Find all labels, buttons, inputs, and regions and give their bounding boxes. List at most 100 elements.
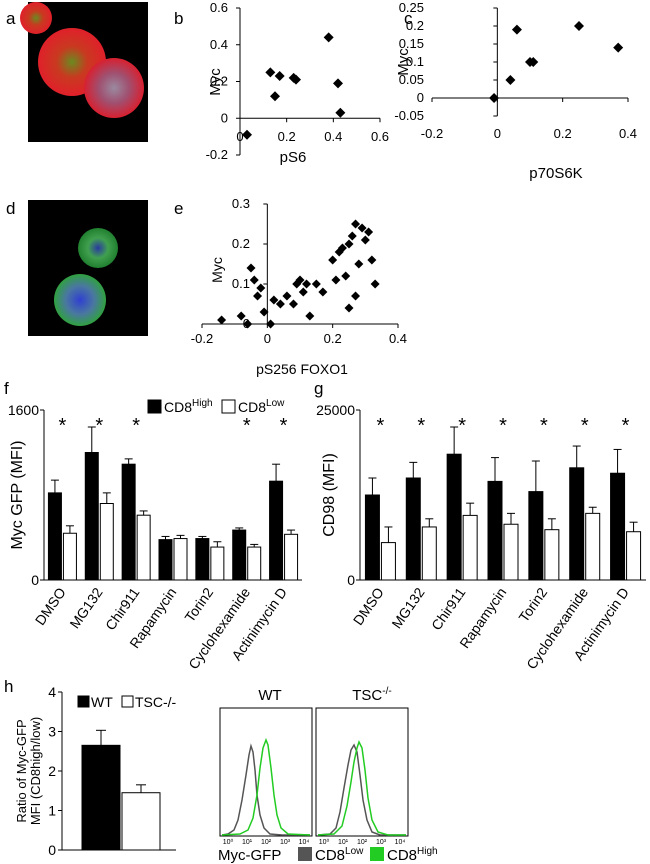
e-point [347, 231, 357, 241]
e-point [259, 307, 269, 317]
chart-g: 025000*DMSO*MG132*Chir911*Rapamycin*Tori… [316, 402, 646, 672]
panel-label-g: g [314, 379, 323, 398]
f-bar [232, 529, 247, 581]
f-category-label: MG132 [66, 584, 106, 631]
g-ytick-label: 25000 [316, 402, 355, 418]
f-bar [210, 546, 225, 581]
e-point [302, 279, 312, 289]
f-ytick-label: 1600 [8, 402, 39, 418]
g-significance: * [417, 415, 425, 437]
b-xlabel: pS6 [280, 149, 307, 166]
b-ytick-label: 0.6 [210, 0, 228, 15]
h-bar [121, 792, 161, 851]
e-point [266, 319, 276, 329]
e-ytick-label: 0.3 [232, 196, 250, 211]
f-bar [136, 514, 151, 581]
b-point [335, 107, 346, 118]
b-ytick-label: 0 [221, 110, 228, 125]
e-point [331, 275, 341, 285]
g-category-label: DMSO [350, 584, 387, 628]
c-point [511, 24, 522, 35]
h-legend-swatch [77, 695, 90, 708]
g-bar [380, 542, 396, 581]
f-significance: * [59, 415, 67, 437]
h-ytick-label: 1 [48, 803, 56, 819]
f-significance: * [95, 415, 103, 437]
hist-legend-high-swatch [370, 847, 384, 861]
e-point [236, 311, 246, 321]
b-point [265, 67, 276, 78]
c-point [489, 93, 500, 103]
e-point [354, 259, 364, 269]
f-legend-label: CD8High [164, 398, 213, 415]
f-bar [195, 538, 210, 581]
c-point [613, 42, 624, 53]
e-point [305, 311, 315, 321]
panel-label-d: d [6, 199, 15, 218]
f-bar [173, 538, 188, 581]
c-ytick-label: 0.25 [399, 0, 424, 15]
g-significance: * [581, 415, 589, 437]
g-category-label: MG132 [388, 584, 428, 631]
b-point [323, 32, 334, 43]
e-point [344, 239, 354, 249]
g-bar [544, 529, 560, 581]
hist-xtick: 10⁴ [395, 839, 406, 846]
e-xtick-label: -0.2 [191, 331, 213, 346]
f-bar [247, 546, 262, 581]
e-ylabel: Myc [209, 257, 225, 283]
g-bar [405, 477, 421, 581]
g-bar [421, 526, 437, 581]
e-point [351, 291, 361, 301]
e-point [318, 287, 328, 297]
f-bar [84, 452, 99, 581]
f-ylabel: Myc GFP (MFI) [9, 440, 26, 549]
h-legend-label: TSC-/- [135, 694, 177, 710]
f-significance: * [132, 415, 140, 437]
b-point [291, 74, 301, 85]
g-significance: * [622, 415, 630, 437]
f-bar [99, 503, 114, 581]
e-point [246, 263, 256, 273]
b-point [274, 70, 285, 81]
g-significance: * [458, 415, 466, 437]
e-point [243, 319, 253, 329]
hist-xtick: 10² [357, 839, 368, 846]
b-point [270, 91, 280, 102]
hist-title-tsc: TSC-/- [352, 686, 391, 704]
e-point [295, 275, 305, 285]
e-point [249, 275, 259, 285]
e-point [298, 287, 308, 297]
hist-xtick: 10³ [280, 839, 291, 846]
f-bar [269, 480, 284, 581]
h-ytick-label: 4 [48, 684, 56, 700]
c-ytick-label: 0.2 [406, 18, 424, 33]
c-ytick-label: 0 [417, 90, 424, 105]
e-point [253, 291, 263, 301]
hist-xtick: 10² [261, 839, 272, 846]
h-ylabel-line1: Ratio of Myc-GFP [14, 719, 29, 822]
g-significance: * [499, 415, 507, 437]
c-ytick-label: -0.05 [394, 108, 424, 123]
hist-legend-label: Myc-GFP [218, 847, 281, 864]
g-category-label: Torin2 [515, 584, 550, 625]
g-significance: * [540, 415, 548, 437]
c-ytick-label: 0.1 [406, 54, 424, 69]
g-bar [585, 512, 601, 581]
h-ytick-label: 0 [48, 842, 56, 858]
b-xtick-label: 0 [236, 129, 243, 144]
e-point [360, 235, 370, 245]
c-ytick-label: 0.05 [399, 72, 424, 87]
hist-xtick: 10¹ [338, 839, 349, 846]
b-point [242, 129, 252, 140]
e-point [337, 243, 347, 253]
g-bar [364, 494, 380, 581]
f-legend-swatch [221, 399, 236, 414]
h-ytick-label: 3 [48, 724, 56, 740]
b-xtick-label: 0.2 [278, 129, 296, 144]
f-legend-swatch [147, 399, 162, 414]
e-point [364, 227, 374, 237]
hist-wt-low-curve [221, 743, 310, 836]
hist-legend-low: CD8Low [315, 846, 364, 864]
